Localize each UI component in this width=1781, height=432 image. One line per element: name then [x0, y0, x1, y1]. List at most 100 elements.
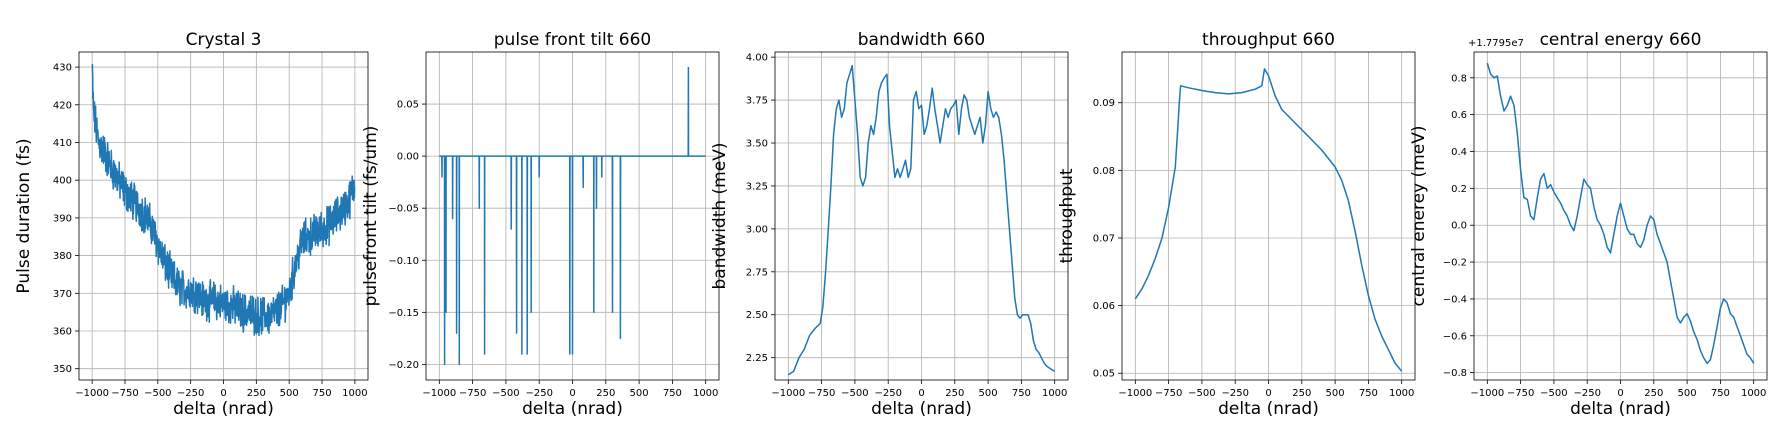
y-tick-label: 370	[53, 289, 72, 300]
x-tick-label: −500	[1540, 388, 1567, 399]
y-tick-label: 0.07	[1093, 233, 1115, 244]
series-line	[439, 66, 706, 366]
x-tick-label: 0	[1617, 388, 1623, 399]
y-tick-label: 2.75	[746, 267, 768, 278]
x-tick-label: 750	[1012, 388, 1031, 399]
y-axis-label: throughput	[1057, 168, 1077, 263]
x-tick-label: 500	[979, 388, 998, 399]
x-tick-label: 1000	[1389, 388, 1414, 399]
x-tick-label: −750	[1155, 388, 1182, 399]
y-tick-label: 3.00	[746, 224, 768, 235]
chart-title: central energy 660	[1540, 30, 1702, 50]
y-tick-label: 410	[53, 138, 72, 149]
x-tick-label: 0	[918, 388, 924, 399]
y-tick-label: 390	[53, 213, 72, 224]
y-tick-label: 0.2	[1451, 184, 1467, 195]
x-tick-label: 250	[1292, 388, 1311, 399]
y-tick-label: −0.6	[1443, 331, 1467, 342]
y-tick-label: 400	[53, 176, 72, 187]
x-tick-label: 250	[945, 388, 964, 399]
y-tick-label: −0.10	[388, 256, 419, 267]
x-tick-label: 500	[1678, 388, 1697, 399]
y-tick-label: 0.05	[397, 100, 419, 111]
y-axis-label: pulsefront tilt (fs/um)	[361, 126, 381, 307]
y-axis-label: Pulse duration (fs)	[14, 138, 34, 293]
data-layer	[91, 63, 356, 337]
x-tick-label: −500	[1188, 388, 1215, 399]
x-tick-label: 750	[1711, 388, 1730, 399]
x-tick-label: −250	[1573, 388, 1600, 399]
y-tick-label: 3.50	[746, 139, 768, 150]
axis-offset-text: +1.7795e7	[1468, 38, 1524, 49]
x-tick-label: −750	[459, 388, 486, 399]
data-layer	[787, 64, 1056, 376]
x-tick-label: 250	[247, 388, 266, 399]
y-tick-label: −0.20	[388, 360, 419, 371]
x-axis-label: delta (nrad)	[1570, 399, 1671, 419]
x-tick-label: 250	[1644, 388, 1663, 399]
y-axis-label: central enerey (meV)	[1409, 126, 1429, 307]
x-tick-label: −1000	[771, 388, 805, 399]
y-tick-label: 360	[53, 326, 72, 337]
y-tick-label: 0.05	[1093, 369, 1115, 380]
x-tick-label: 0	[569, 388, 575, 399]
x-tick-label: −500	[841, 388, 868, 399]
x-tick-label: −1000	[1470, 388, 1504, 399]
x-tick-label: 750	[312, 388, 331, 399]
y-tick-label: 420	[53, 100, 72, 111]
y-tick-label: 0.0	[1451, 221, 1467, 232]
x-tick-label: 0	[1265, 388, 1271, 399]
chart-panel-2: −1000 −750 −500 −250 0 250 500 750 1000 −0.20 −0.1…	[361, 30, 720, 419]
y-tick-label: −0.05	[388, 204, 419, 215]
x-tick-label: −750	[111, 388, 138, 399]
x-tick-label: 1000	[1042, 388, 1067, 399]
x-tick-label: 500	[630, 388, 649, 399]
y-tick-label: 2.50	[746, 310, 768, 321]
data-layer	[1134, 68, 1403, 372]
y-tick-label: 430	[53, 63, 72, 74]
data-layer	[439, 66, 706, 366]
y-axis-label: bandwidth (meV)	[710, 143, 730, 290]
x-axis-label: delta (nrad)	[173, 399, 274, 419]
x-tick-label: −1000	[422, 388, 456, 399]
x-tick-label: −500	[492, 388, 519, 399]
x-tick-label: 750	[1359, 388, 1378, 399]
chart-title: throughput 660	[1202, 30, 1335, 50]
y-tick-label: 0.8	[1451, 73, 1467, 84]
chart-title: pulse front tilt 660	[494, 30, 651, 50]
x-tick-label: −250	[1221, 388, 1248, 399]
x-tick-label: 250	[596, 388, 615, 399]
y-tick-label: 0.09	[1093, 98, 1115, 109]
data-layer	[1486, 62, 1755, 365]
x-tick-label: 750	[663, 388, 682, 399]
x-tick-label: 1000	[1741, 388, 1766, 399]
chart-panel-3: −1000 −750 −500 −250 0 250 500 750 1000 2.25 2.50 2…	[710, 30, 1069, 419]
x-tick-label: −1000	[1118, 388, 1152, 399]
x-tick-label: −250	[874, 388, 901, 399]
series-line	[1486, 62, 1755, 365]
y-tick-label: 380	[53, 251, 72, 262]
y-tick-label: 0.00	[397, 152, 419, 163]
x-tick-label: −750	[1507, 388, 1534, 399]
y-tick-label: 0.08	[1093, 166, 1115, 177]
x-tick-label: 500	[280, 388, 299, 399]
x-tick-label: 500	[1326, 388, 1345, 399]
x-tick-label: 1000	[693, 388, 718, 399]
x-axis-label: delta (nrad)	[522, 399, 623, 419]
chart-panel-1: −1000 −750 −500 −250 0 250 500 750 1000 350 360 370…	[14, 30, 369, 419]
x-tick-label: 1000	[342, 388, 367, 399]
series-line	[1134, 68, 1403, 372]
chart-panel-5: −1000 −750 −500 −250 0 250 500 750 1000 −0.8 −0.6 −…	[1409, 30, 1768, 419]
y-tick-label: 0.4	[1451, 147, 1467, 158]
y-tick-label: −0.2	[1443, 258, 1467, 269]
y-tick-label: 4.00	[746, 53, 768, 64]
x-tick-label: 0	[220, 388, 226, 399]
x-tick-label: −750	[808, 388, 835, 399]
y-tick-label: −0.15	[388, 308, 419, 319]
y-tick-label: 0.6	[1451, 110, 1467, 121]
y-tick-label: 3.25	[746, 181, 768, 192]
x-tick-label: −250	[177, 388, 204, 399]
y-tick-label: 3.75	[746, 96, 768, 107]
x-axis-label: delta (nrad)	[871, 399, 972, 419]
